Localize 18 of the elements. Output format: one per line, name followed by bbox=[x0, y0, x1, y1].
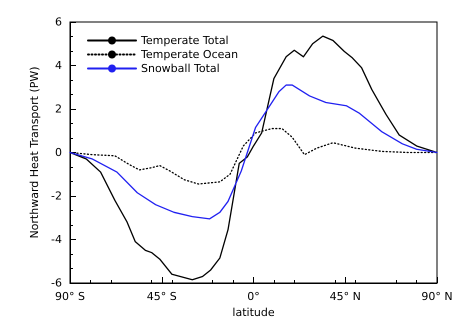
y-tick-label: 0 bbox=[55, 146, 62, 159]
x-tick-label: 90° S bbox=[55, 290, 85, 303]
y-tick-label: -2 bbox=[51, 190, 62, 202]
y-tick-label: -4 bbox=[51, 233, 62, 246]
line-series bbox=[69, 84, 438, 220]
x-tick-label: 45° N bbox=[330, 290, 361, 303]
x-tick-label: 0° bbox=[247, 290, 260, 303]
y-tick-label: 2 bbox=[55, 102, 62, 116]
legend-label: Snowball Total bbox=[141, 62, 220, 75]
x-tick-label: 90° N bbox=[421, 290, 453, 303]
y-tick-label: 6 bbox=[55, 16, 62, 28]
legend-label: Temperate Ocean bbox=[140, 48, 238, 61]
legend-label: Temperate Total bbox=[140, 34, 229, 47]
y-tick-label: -6 bbox=[51, 276, 62, 290]
x-axis-title: latitude bbox=[232, 306, 275, 319]
y-tick-label: 4 bbox=[55, 59, 62, 72]
x-tick-label: 45° S bbox=[146, 290, 177, 303]
y-axis-title: Northward Heat Transport (PW) bbox=[28, 66, 42, 239]
